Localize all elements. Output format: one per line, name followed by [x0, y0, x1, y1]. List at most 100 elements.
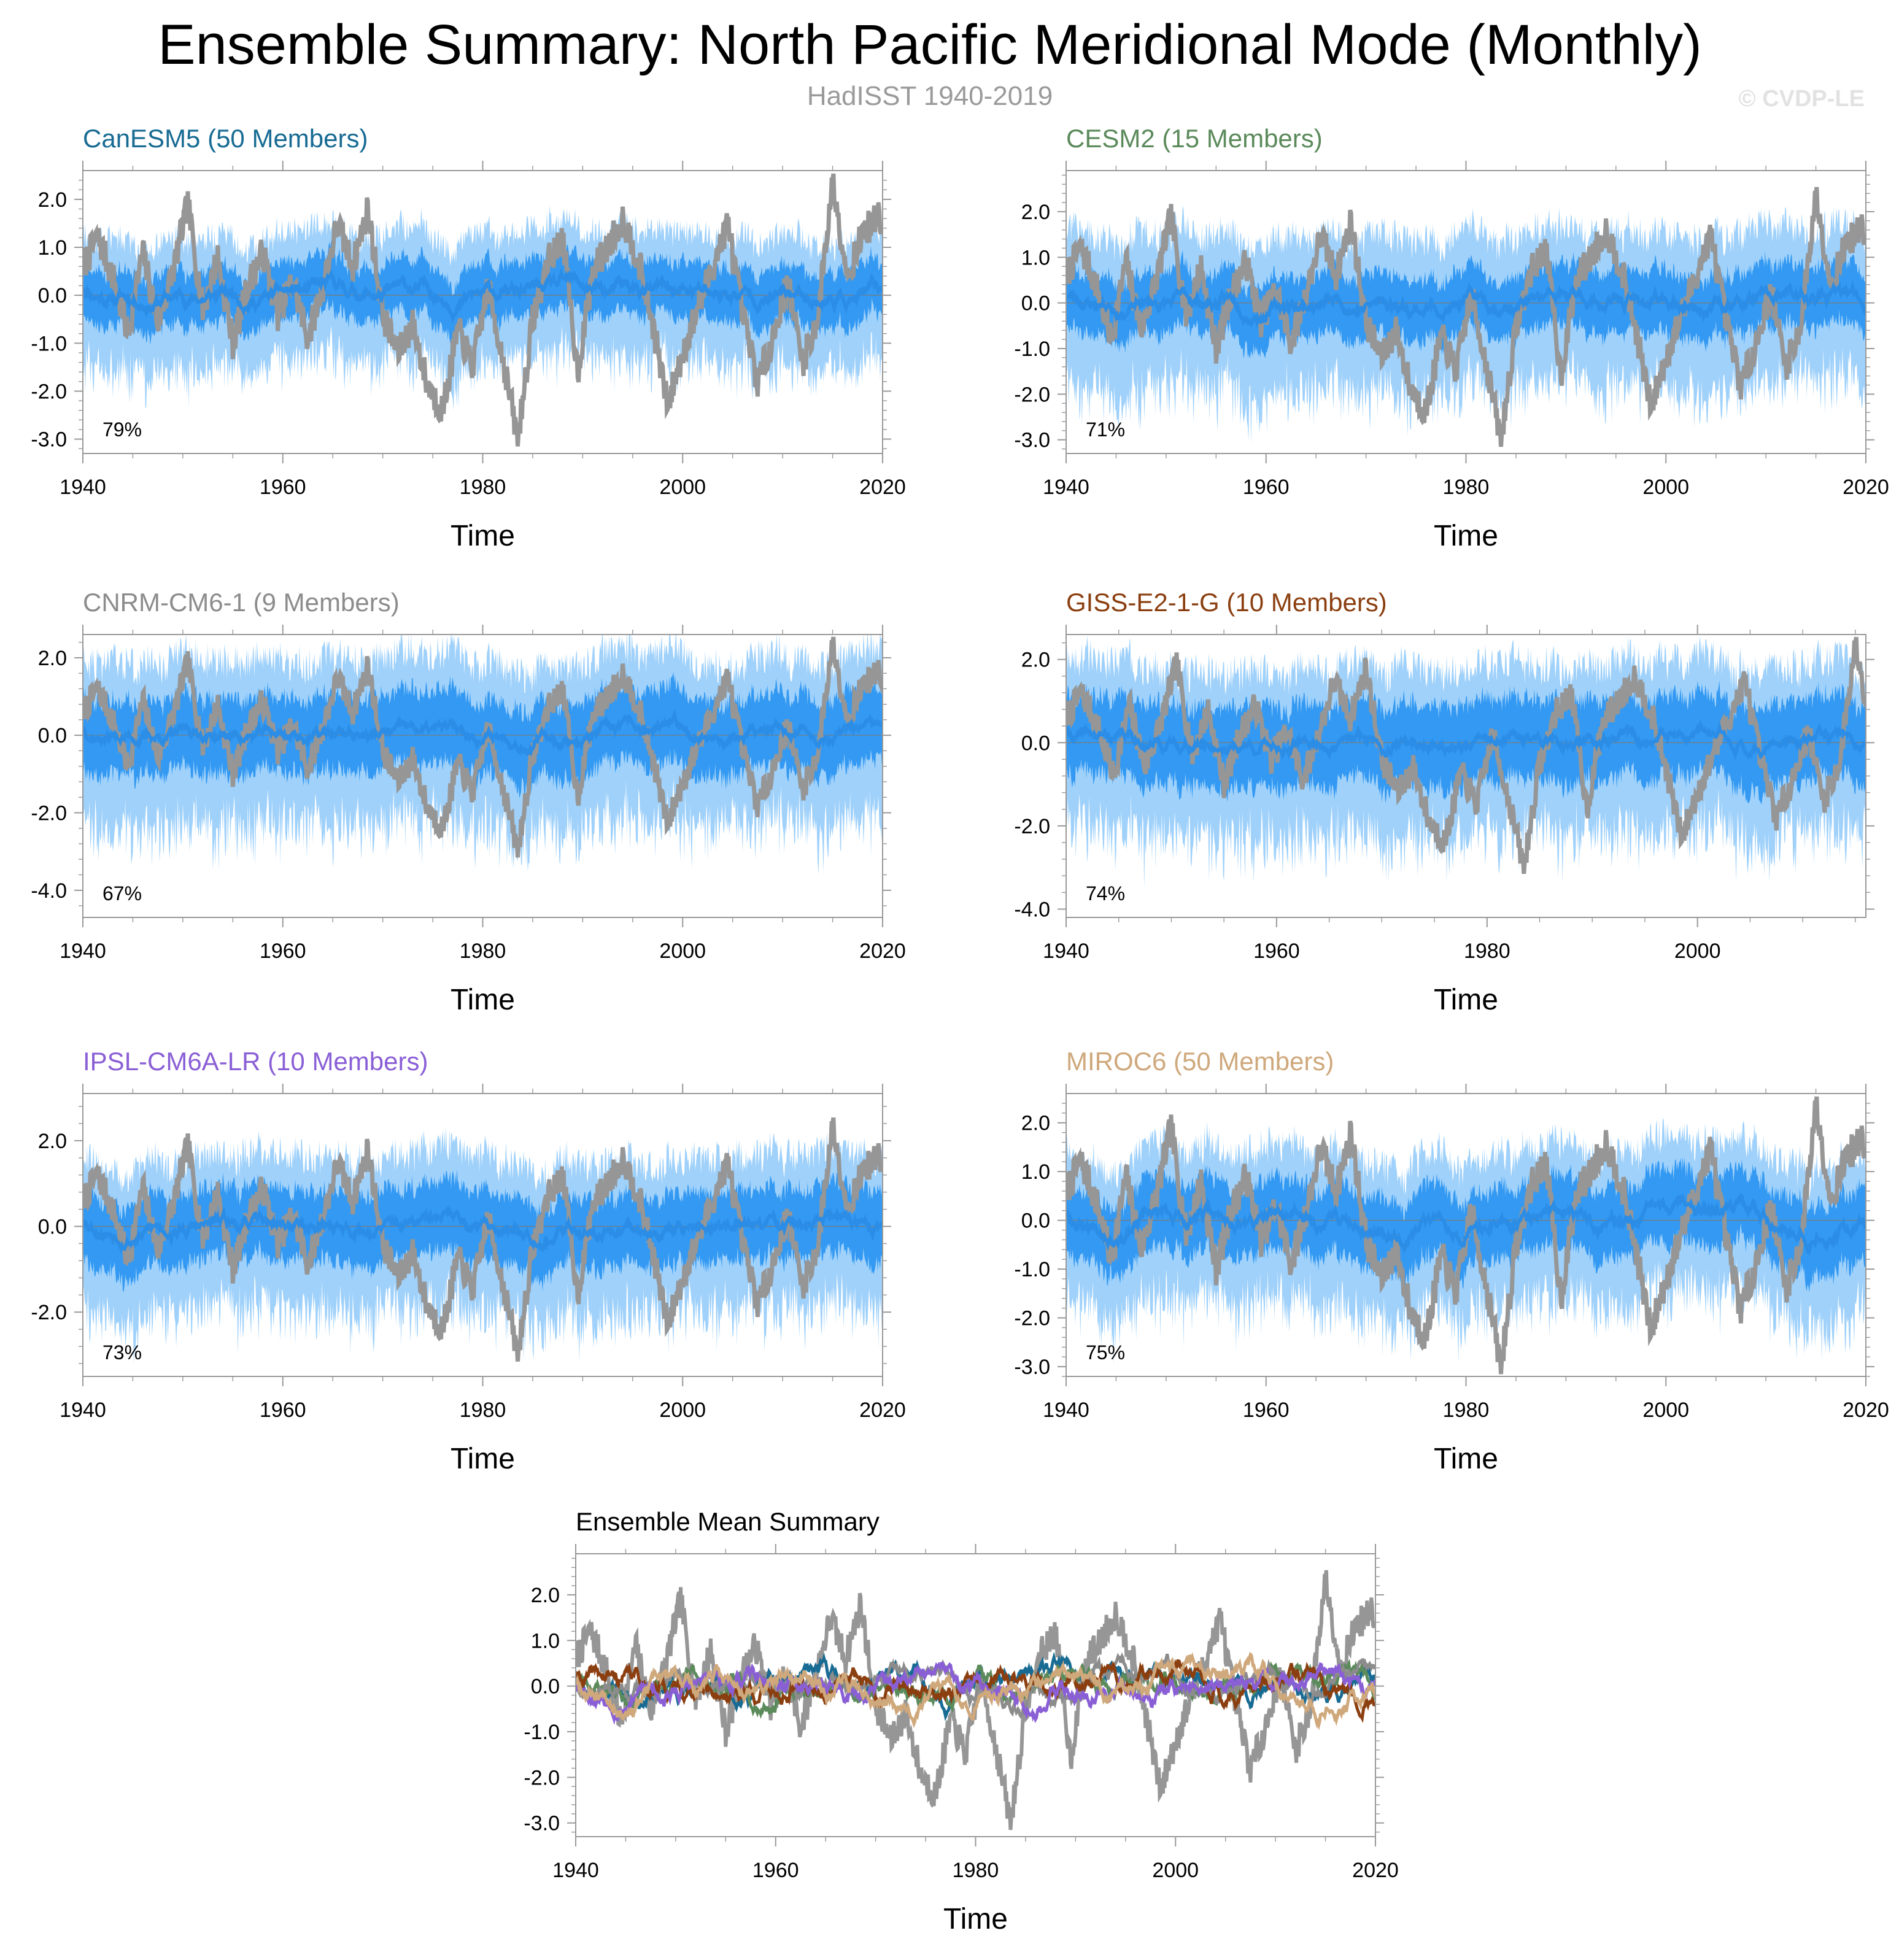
y-tick-label: -2.0: [1014, 1307, 1050, 1330]
x-tick-label: 2000: [1642, 476, 1689, 499]
plot-area: [83, 173, 883, 447]
x-tick-label: 1980: [1443, 476, 1490, 499]
y-tick-label: -2.0: [524, 1766, 560, 1789]
pattern-correlation-label: 71%: [1086, 419, 1125, 441]
y-tick-label: 2.0: [38, 188, 67, 212]
panel-title: IPSL-CM6A-LR (10 Members): [83, 1047, 428, 1076]
observed-line: [1066, 1096, 1866, 1375]
y-tick-label: -1.0: [1014, 338, 1050, 361]
x-tick-label: 1940: [1043, 1399, 1089, 1422]
x-tick-label: 2000: [659, 939, 706, 963]
y-tick-label: -3.0: [524, 1812, 560, 1835]
x-tick-label: 1940: [60, 939, 106, 963]
y-tick-label: 2.0: [1021, 201, 1050, 224]
y-tick-label: 1.0: [531, 1629, 560, 1653]
x-tick-label: 2000: [1642, 1399, 1689, 1422]
observed-line: [1066, 187, 1866, 447]
y-tick-label: -2.0: [31, 1301, 67, 1324]
chart-panel: CNRM-CM6-1 (9 Members) 67% 2.0 0.0 -2.0 -4.0 1…: [31, 588, 905, 1016]
y-tick-label: -3.0: [31, 428, 67, 452]
plot-area: [1066, 635, 1866, 889]
pattern-correlation-label: 73%: [102, 1341, 142, 1364]
observed-line: [1066, 636, 1866, 874]
x-tick-label: 2020: [1843, 1399, 1889, 1422]
y-tick-label: -2.0: [1014, 815, 1050, 838]
plot-area: [83, 1117, 883, 1364]
x-tick-label: 2020: [859, 476, 906, 499]
panel-title: CanESM5 (50 Members): [83, 124, 368, 153]
y-tick-label: 1.0: [38, 236, 67, 260]
x-axis-label: Time: [1434, 984, 1498, 1016]
y-tick-label: -1.0: [31, 332, 67, 355]
ensemble-mean-line: [1066, 719, 1866, 761]
x-axis-label: Time: [451, 520, 515, 552]
x-tick-label: 2000: [659, 476, 706, 499]
y-tick-label: 0.0: [1021, 1210, 1050, 1233]
y-tick-label: -3.0: [1014, 429, 1050, 452]
y-tick-label: -1.0: [1014, 1258, 1050, 1281]
panel-title: GISS-E2-1-G (10 Members): [1066, 588, 1387, 617]
x-axis-label: Time: [943, 1903, 1008, 1935]
x-tick-label: 1960: [260, 476, 306, 499]
x-tick-label: 1960: [1243, 1399, 1290, 1422]
plot-area: [83, 635, 883, 875]
y-tick-label: -4.0: [31, 879, 67, 903]
y-tick-label: -1.0: [524, 1721, 560, 1744]
x-tick-label: 1960: [260, 939, 306, 963]
y-tick-label: 0.0: [531, 1675, 560, 1699]
chart-panel: GISS-E2-1-G (10 Members) 74% 2.0 0.0 -2.0 -4.…: [1014, 588, 1874, 1016]
observed-line: [83, 1117, 883, 1362]
x-axis-label: Time: [451, 984, 515, 1016]
y-tick-label: -3.0: [1014, 1356, 1050, 1379]
x-axis-label: Time: [451, 1443, 515, 1475]
series-line-miroc6: [576, 1651, 1375, 1731]
chart-panel: IPSL-CM6A-LR (10 Members) 73% 2.0 0.0 -2.0 19…: [31, 1047, 905, 1475]
chart-panel: CESM2 (15 Members) 71% 2.0 1.0 0.0 -1.0 -2.0 -3…: [1014, 124, 1889, 552]
y-tick-label: 2.0: [38, 1130, 67, 1153]
x-axis-label: Time: [1434, 520, 1498, 552]
y-tick-label: 2.0: [38, 647, 67, 670]
y-tick-label: 0.0: [38, 1216, 67, 1239]
y-tick-label: 0.0: [1021, 731, 1050, 755]
y-tick-label: 2.0: [1021, 649, 1050, 672]
chart-panel: CanESM5 (50 Members) 79% 2.0 1.0 0.0 -1.0 -2.0…: [31, 124, 905, 552]
observed-line: [83, 636, 883, 858]
observed-line: [83, 173, 883, 447]
x-tick-label: 1980: [953, 1859, 999, 1882]
y-tick-label: -2.0: [1014, 383, 1050, 406]
plot-area: [1066, 187, 1866, 447]
chart-panel: Ensemble Mean Summary 2.0 1.0 0.0 -1.0 -2.0 -3…: [524, 1507, 1398, 1935]
y-tick-label: 0.0: [38, 724, 67, 747]
x-tick-label: 1940: [552, 1859, 599, 1882]
y-tick-label: 2.0: [1021, 1112, 1050, 1135]
x-tick-label: 1940: [1043, 939, 1089, 963]
panel-title: Ensemble Mean Summary: [576, 1507, 880, 1536]
y-tick-label: 1.0: [1021, 246, 1050, 269]
x-tick-label: 2020: [1352, 1859, 1399, 1882]
y-tick-label: -2.0: [31, 801, 67, 825]
x-tick-label: 1980: [460, 476, 506, 499]
pattern-correlation-label: 75%: [1086, 1341, 1125, 1364]
pattern-correlation-label: 67%: [102, 882, 142, 905]
x-tick-label: 2000: [1674, 939, 1721, 963]
ensemble-mean-line: [1066, 1192, 1866, 1256]
y-tick-label: 1.0: [1021, 1160, 1050, 1184]
x-tick-label: 1960: [1253, 939, 1300, 963]
x-tick-label: 1960: [260, 1399, 306, 1422]
y-tick-label: -4.0: [1014, 898, 1050, 921]
copyright-watermark: © CVDP-LE: [1738, 86, 1865, 112]
y-tick-label: -2.0: [31, 380, 67, 403]
x-tick-label: 2020: [859, 939, 906, 963]
x-tick-label: 1980: [460, 1399, 506, 1422]
plot-area: [576, 1570, 1375, 1831]
panel-title: CNRM-CM6-1 (9 Members): [83, 588, 400, 617]
x-axis-label: Time: [1434, 1443, 1498, 1475]
x-tick-label: 2020: [1843, 476, 1889, 499]
panel-title: MIROC6 (50 Members): [1066, 1047, 1334, 1076]
figure-title: Ensemble Summary: North Pacific Meridion…: [158, 14, 1702, 76]
x-tick-label: 2000: [659, 1399, 706, 1422]
x-tick-label: 2020: [859, 1399, 906, 1422]
chart-panel: MIROC6 (50 Members) 75% 2.0 1.0 0.0 -1.0 -2.0 -…: [1014, 1047, 1889, 1475]
x-tick-label: 1960: [752, 1859, 799, 1882]
